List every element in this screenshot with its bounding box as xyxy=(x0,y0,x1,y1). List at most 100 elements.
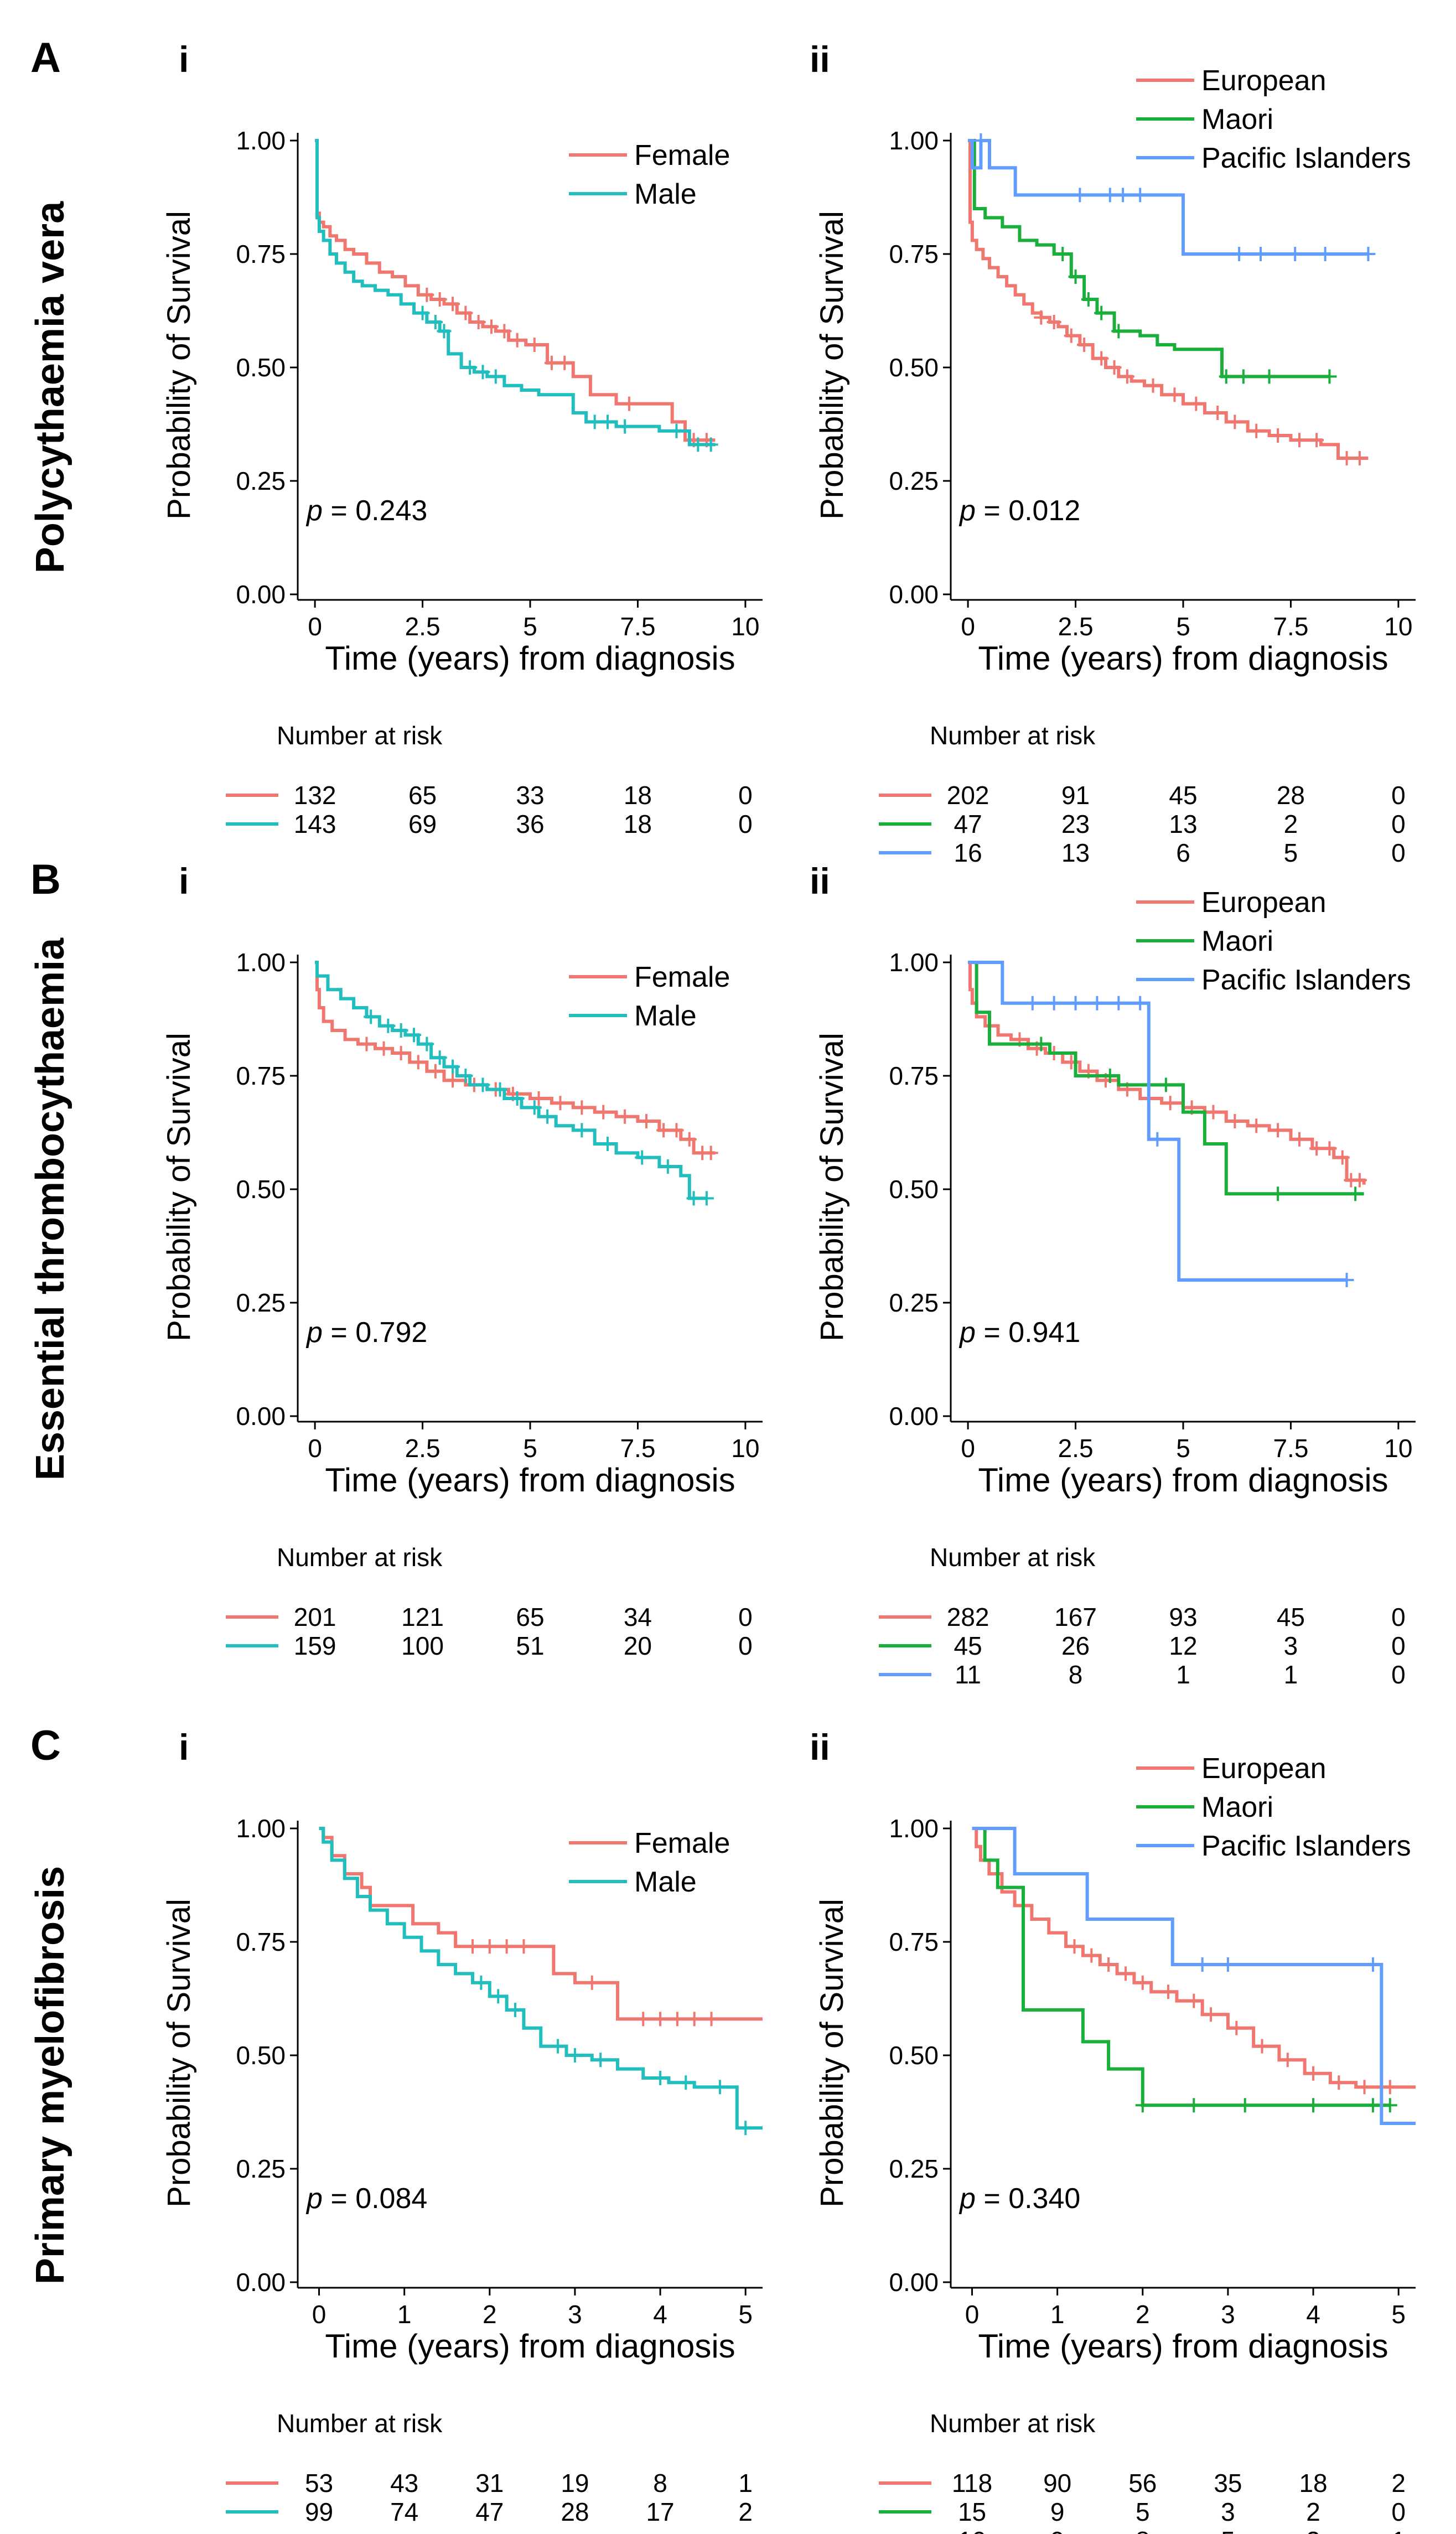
x-tick-label: 7.5 xyxy=(620,612,655,641)
censor-mark xyxy=(1146,378,1160,393)
y-tick-label: 0.75 xyxy=(889,1061,939,1090)
censor-mark xyxy=(1352,1173,1367,1188)
censor-mark xyxy=(497,324,512,339)
censor-mark xyxy=(1067,1939,1082,1954)
censor-mark xyxy=(445,297,460,312)
at-risk-count: 0 xyxy=(1391,781,1406,810)
at-risk-count: 90 xyxy=(1043,2469,1071,2497)
censor-mark xyxy=(1249,1118,1264,1133)
y-tick-label: 1.00 xyxy=(889,1814,939,1843)
at-risk-count: 1 xyxy=(738,2469,753,2497)
at-risk-count: 8 xyxy=(1136,2526,1150,2534)
y-tick-label: 1.00 xyxy=(236,126,286,155)
x-tick-label: 2.5 xyxy=(405,1434,441,1463)
censor-mark xyxy=(1253,247,1268,261)
censor-mark xyxy=(437,324,452,339)
censor-mark xyxy=(1227,1114,1242,1128)
at-risk-count: 0 xyxy=(738,1603,753,1631)
censor-mark xyxy=(639,1114,654,1128)
number-at-risk-title: Number at risk xyxy=(277,721,443,750)
at-risk-count: 201 xyxy=(294,1603,336,1631)
censor-mark xyxy=(551,2039,566,2054)
panel-sublabel: ii xyxy=(810,1727,830,1768)
x-axis-title: Time (years) from diagnosis xyxy=(978,2328,1388,2365)
x-tick-label: 0 xyxy=(961,612,975,641)
at-risk-count: 132 xyxy=(294,781,336,810)
x-tick-label: 5 xyxy=(1176,1434,1190,1463)
censor-mark xyxy=(510,1091,525,1106)
y-tick-label: 0.50 xyxy=(236,2041,286,2070)
censor-mark xyxy=(1133,996,1148,1011)
at-risk-count: 28 xyxy=(1277,781,1305,810)
x-tick-label: 0 xyxy=(312,2300,327,2329)
censor-mark xyxy=(1135,2098,1150,2113)
y-tick-label: 0.50 xyxy=(889,353,939,382)
censor-mark xyxy=(484,319,499,334)
p-equals: = xyxy=(976,2183,1008,2215)
y-tick-label: 0.25 xyxy=(236,1288,286,1317)
censor-mark xyxy=(419,287,434,302)
censor-mark xyxy=(567,2048,582,2063)
p-value-label: p = 0.243 xyxy=(305,495,427,527)
p-value: 0.084 xyxy=(355,2183,427,2215)
censor-mark xyxy=(686,1191,701,1206)
censor-mark xyxy=(1094,305,1109,320)
censor-mark xyxy=(516,1939,531,1954)
censor-mark xyxy=(540,1109,555,1124)
at-risk-count: 45 xyxy=(1277,1603,1305,1631)
p-value: 0.340 xyxy=(1008,2183,1080,2215)
censor-mark xyxy=(1120,369,1134,384)
censor-mark xyxy=(1186,1993,1201,2008)
x-tick-label: 2.5 xyxy=(405,612,441,641)
at-risk-count: 99 xyxy=(305,2497,333,2526)
y-tick-label: 0.00 xyxy=(236,580,286,609)
at-risk-count: 47 xyxy=(475,2497,504,2526)
at-risk-count: 31 xyxy=(475,2469,504,2497)
censor-mark xyxy=(364,1009,379,1024)
at-risk-count: 0 xyxy=(1391,2497,1406,2526)
y-tick-label: 0.50 xyxy=(236,1175,286,1204)
at-risk-count: 5 xyxy=(1284,838,1298,867)
censor-mark xyxy=(1081,292,1096,307)
p-symbol: p xyxy=(958,1317,976,1349)
x-tick-label: 10 xyxy=(731,1434,759,1463)
censor-mark xyxy=(510,333,525,348)
censor-mark xyxy=(1210,406,1225,420)
censor-mark xyxy=(699,1191,714,1206)
censor-mark xyxy=(1077,338,1092,352)
censor-mark xyxy=(1102,188,1117,203)
p-value: 0.012 xyxy=(1008,495,1080,527)
censor-mark xyxy=(687,2012,702,2027)
at-risk-count: 2 xyxy=(1306,2497,1320,2526)
at-risk-count: 11 xyxy=(955,1660,981,1689)
legend-label: Female xyxy=(634,1827,730,1859)
at-risk-count: 43 xyxy=(390,2469,418,2497)
at-risk-count: 13 xyxy=(1061,838,1090,867)
censor-mark xyxy=(445,1073,460,1088)
at-risk-count: 9 xyxy=(1050,2526,1065,2534)
at-risk-count: 45 xyxy=(954,1631,982,1660)
p-value: 0.243 xyxy=(355,495,427,527)
censor-mark xyxy=(1255,2039,1270,2054)
censor-mark xyxy=(393,1046,408,1060)
censor-mark xyxy=(527,338,542,352)
km-curve-pacific-islanders xyxy=(968,961,1347,1282)
censor-mark xyxy=(463,360,478,375)
p-value: 0.792 xyxy=(355,1317,427,1349)
censor-mark xyxy=(465,1939,480,1954)
x-tick-label: 7.5 xyxy=(1273,612,1308,641)
censor-mark xyxy=(1206,1105,1221,1120)
y-tick-label: 1.00 xyxy=(236,948,286,977)
y-tick-label: 0.00 xyxy=(236,2268,286,2297)
panel-letter: C xyxy=(30,1722,61,1769)
p-symbol: p xyxy=(305,1317,323,1349)
censor-mark xyxy=(600,414,615,429)
censor-mark xyxy=(712,2080,727,2095)
at-risk-count: 17 xyxy=(646,2497,674,2526)
y-tick-label: 0.25 xyxy=(889,2154,939,2183)
p-value-label: p = 0.792 xyxy=(305,1317,427,1349)
at-risk-count: 23 xyxy=(1061,810,1090,838)
censor-mark xyxy=(1331,2075,1346,2090)
